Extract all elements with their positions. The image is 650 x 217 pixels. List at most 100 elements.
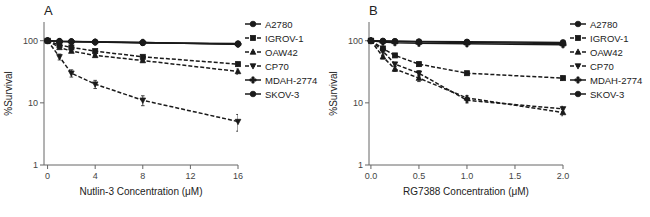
point [380,38,386,44]
point [235,41,241,47]
plot-area [46,40,238,131]
markers [368,38,566,115]
legend-marker [575,77,581,83]
y-tick-label: 100 [23,36,38,46]
legend-item: OAW42 [570,47,623,58]
axes: 0481216110100 [23,22,243,181]
legend-label: SKOV-3 [590,89,624,100]
point [560,40,566,46]
point [235,119,241,124]
legend-marker [575,49,581,54]
legend-item: CP70 [245,61,289,72]
legend-marker [250,64,256,69]
point [464,39,470,45]
x-tick [190,165,191,169]
x-tick-label: 1.0 [461,171,474,181]
y-tick [40,165,44,166]
legend-marker [250,91,256,97]
point [368,38,374,44]
y-tick [365,102,369,103]
point [57,44,63,49]
legend-marker [575,64,581,69]
point [56,38,62,44]
series [46,40,238,131]
legend-label: OAW42 [590,47,623,58]
series [46,40,238,74]
legend-label: IGROV-1 [590,33,629,44]
title: A [44,3,53,18]
legend-label: A2780 [265,19,292,30]
x-tick [238,165,239,169]
point [392,38,398,44]
legend-marker [575,91,581,97]
point [92,39,98,45]
x-tick-label: 8 [140,171,145,181]
error-bar [561,106,563,111]
point [560,76,565,81]
x-tick-label: 1.5 [509,171,522,181]
series-line [371,41,563,78]
point [68,39,74,45]
legend-item: MDAH-2774 [570,75,642,86]
point [392,38,398,44]
y-axis-label: %Survival [3,71,14,115]
title: B [369,3,378,18]
point [140,57,146,62]
point [392,53,397,58]
legend-item: MDAH-2774 [245,75,317,86]
series [46,40,238,66]
y-tick [40,40,44,41]
legend-label: SKOV-3 [265,89,299,100]
legend-label: MDAH-2774 [590,75,642,86]
point [57,55,63,60]
legend-marker [250,77,256,83]
x-tick-label: 0 [45,171,50,181]
point [140,98,146,103]
point [368,38,373,43]
point [140,40,146,46]
error-bar [465,98,469,103]
background [0,0,650,217]
error-bar [236,62,238,66]
legend-item: SKOV-3 [245,89,299,100]
plot-area [369,40,563,116]
legend-marker [250,21,256,27]
y-tick-label: 1 [358,160,363,170]
y-tick-label: 10 [28,98,38,108]
point [416,71,422,76]
point [45,38,51,43]
markers [44,38,241,125]
axes: 0.00.51.01.52.0110100 [348,22,569,181]
x-tick-label: 2.0 [557,171,570,181]
x-tick-label: 0.5 [413,171,426,181]
x-tick-label: 4 [93,171,98,181]
error-bar [417,62,421,66]
legend-item: IGROV-1 [570,33,629,44]
point [57,38,63,44]
point [416,39,422,45]
legend-item: CP70 [570,61,614,72]
point [45,38,51,44]
series [369,40,563,80]
error-bar [141,96,145,106]
point [392,62,398,67]
legend-label: MDAH-2774 [265,75,317,86]
point [380,38,386,44]
x-tick [142,165,143,169]
point [69,48,75,53]
point [57,38,63,44]
series-line [371,41,563,113]
legend-item: OAW42 [245,47,298,58]
series-line [48,41,238,122]
error-bar [93,80,97,88]
legend-label: A2780 [590,19,617,30]
point [45,38,51,44]
point [235,41,241,47]
point [45,38,50,43]
point [464,98,470,103]
panel: B0.00.51.01.52.0110100RG7388 Concentrati… [328,3,642,197]
error-bar [561,76,563,80]
x-tick [514,165,515,169]
legend-label: CP70 [590,61,614,72]
point [235,41,241,47]
